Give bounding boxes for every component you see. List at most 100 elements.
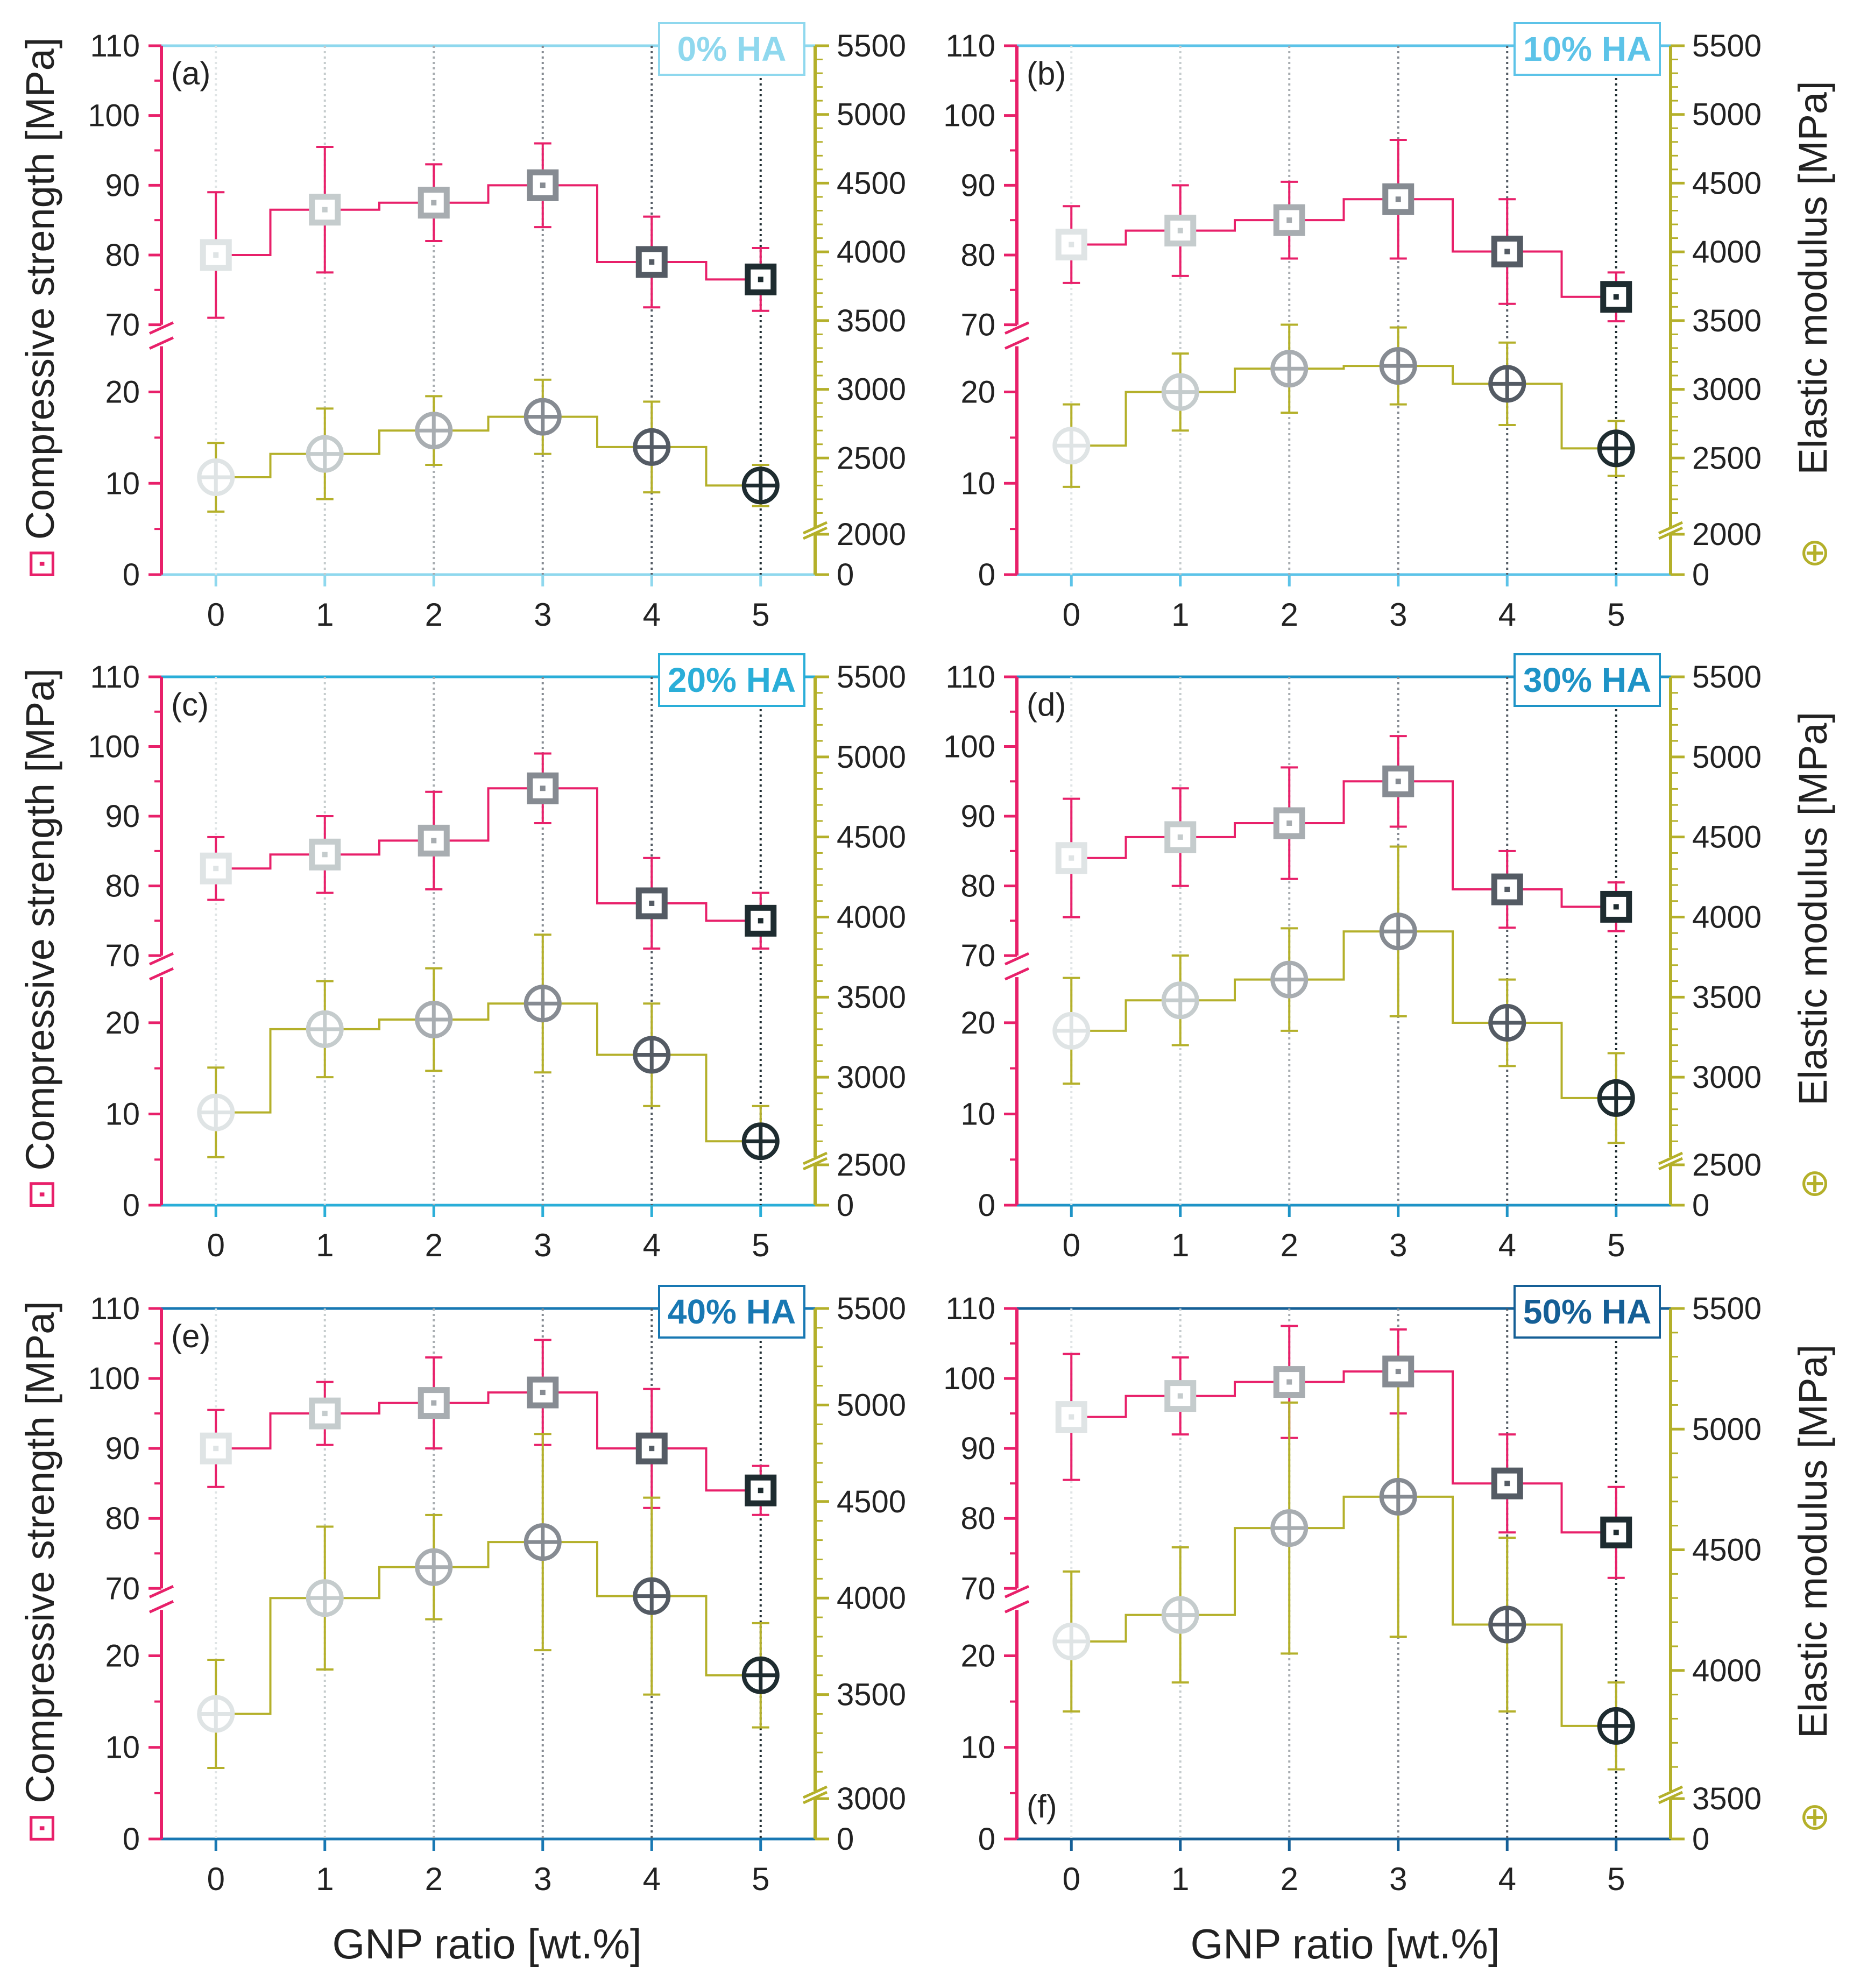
axis-break-mark <box>802 1151 828 1165</box>
right-tick-label: 5500 <box>1692 29 1762 63</box>
x-tick-label: 5 <box>1607 1227 1625 1263</box>
strength-point-dot <box>1613 294 1619 300</box>
left-tick-label: 110 <box>946 29 995 63</box>
strength-point-dot <box>213 1446 219 1452</box>
y-axis-title-right: Elastic modulus [MPa] <box>1791 81 1835 475</box>
panel-a: 0102070809010011002000250030003500400045… <box>18 22 906 633</box>
axis-break-mark <box>1004 1585 1030 1598</box>
left-tick-label: 10 <box>105 1096 140 1131</box>
x-axis-title-left: GNP ratio [wt.%] <box>332 1920 641 1968</box>
x-tick-label: 1 <box>316 597 334 633</box>
x-tick-label: 5 <box>752 1861 769 1897</box>
left-tick-label: 70 <box>105 938 140 973</box>
right-tick-label: 5000 <box>837 1388 906 1423</box>
x-tick-label: 2 <box>425 1227 443 1263</box>
x-tick-label: 4 <box>643 1227 661 1263</box>
right-tick-label: 4500 <box>1692 820 1762 855</box>
right-tick-label: 2000 <box>1692 517 1762 552</box>
right-tick-label: 3500 <box>1692 1781 1762 1816</box>
strength-point-dot <box>322 852 328 858</box>
modulus-legend-symbol: ⊕ <box>1793 537 1835 569</box>
right-tick-label: 4500 <box>1692 1533 1762 1568</box>
panel-b: 0102070809010011002000250030003500400045… <box>943 22 1835 633</box>
right-tick-label: 2000 <box>837 517 906 552</box>
strength-point-dot <box>1395 779 1401 784</box>
left-tick-label: 20 <box>105 1006 140 1041</box>
left-tick-label: 110 <box>90 1291 140 1326</box>
panel-letter: (c) <box>171 687 209 723</box>
ha-label-box <box>658 1285 805 1339</box>
right-tick-label: 4500 <box>1692 166 1762 201</box>
left-tick-label: 80 <box>105 238 140 273</box>
left-tick-label: 100 <box>88 730 140 765</box>
left-tick-label: 90 <box>960 168 995 203</box>
right-tick-label: 4000 <box>1692 900 1762 935</box>
x-tick-label: 5 <box>1607 1861 1625 1897</box>
right-tick-label: 2500 <box>837 1148 906 1183</box>
axis-break-mark <box>1004 967 1030 981</box>
left-tick-label: 110 <box>946 1291 995 1326</box>
x-tick-label: 0 <box>1063 597 1080 633</box>
right-tick-label: 4000 <box>1692 235 1762 270</box>
modulus-step-line <box>1071 1495 1616 1727</box>
x-tick-label: 5 <box>752 1227 769 1263</box>
x-tick-label: 1 <box>316 1861 334 1897</box>
strength-step-line <box>216 787 761 922</box>
strength-legend-symbol: ⊡ <box>20 1179 62 1211</box>
strength-point <box>1491 873 1523 905</box>
right-tick-label: 4000 <box>837 1581 906 1616</box>
right-tick-label: 5000 <box>1692 97 1762 132</box>
panel-letter: (b) <box>1027 55 1066 91</box>
strength-point <box>1055 1401 1087 1433</box>
axis-break-mark <box>1004 321 1030 335</box>
axis-break-mark <box>148 1600 174 1614</box>
strength-point <box>745 904 777 937</box>
modulus-step-line <box>216 415 761 487</box>
strength-step-line <box>216 1391 761 1492</box>
modulus-legend-symbol: ⊕ <box>1793 1168 1835 1200</box>
left-tick-label: 10 <box>105 1730 140 1765</box>
right-tick-label: 0 <box>1692 1822 1709 1857</box>
y-axis-title-left: Compressive strength [MPa] <box>18 38 62 540</box>
x-tick-label: 3 <box>1389 597 1407 633</box>
left-tick-label: 80 <box>105 869 140 904</box>
axis-break-mark <box>148 1585 174 1598</box>
x-tick-label: 0 <box>207 597 225 633</box>
strength-point <box>527 772 559 804</box>
right-tick-label: 5500 <box>1692 660 1762 695</box>
panel-c: 0102070809010011002500300035004000450050… <box>18 653 906 1263</box>
x-tick-label: 1 <box>1171 1227 1189 1263</box>
strength-point-dot <box>431 200 437 206</box>
left-tick-label: 100 <box>88 98 140 133</box>
strength-point <box>1600 281 1632 313</box>
strength-point-dot <box>431 1400 437 1406</box>
axis-break-mark <box>1658 1785 1684 1799</box>
strength-point <box>1273 807 1305 839</box>
left-tick-label: 90 <box>105 799 140 834</box>
strength-step-line <box>1071 780 1616 908</box>
left-tick-label: 90 <box>105 168 140 203</box>
right-tick-label: 3000 <box>837 1060 906 1095</box>
right-tick-label: 4500 <box>837 820 906 855</box>
left-tick-label: 90 <box>960 1431 995 1466</box>
right-tick-label: 5000 <box>837 97 906 132</box>
left-tick-label: 20 <box>960 1638 995 1673</box>
left-tick-label: 70 <box>105 308 140 343</box>
y-axis-title-right: Elastic modulus [MPa] <box>1791 712 1835 1106</box>
axis-break-mark <box>148 321 174 335</box>
right-tick-label: 4500 <box>837 166 906 201</box>
right-tick-label: 3500 <box>1692 980 1762 1015</box>
left-tick-label: 0 <box>978 1188 995 1223</box>
panel-letter: (d) <box>1027 687 1066 723</box>
x-tick-label: 2 <box>425 597 443 633</box>
x-axis-title-right: GNP ratio [wt.%] <box>1190 1920 1500 1968</box>
axis-break-mark <box>1004 1600 1030 1614</box>
x-tick-label: 3 <box>1389 1227 1407 1263</box>
left-tick-label: 0 <box>123 557 140 592</box>
right-tick-label: 5500 <box>837 29 906 63</box>
left-tick-label: 90 <box>960 799 995 834</box>
right-tick-label: 3500 <box>1692 303 1762 338</box>
left-tick-label: 0 <box>978 557 995 592</box>
left-tick-label: 20 <box>960 1006 995 1041</box>
